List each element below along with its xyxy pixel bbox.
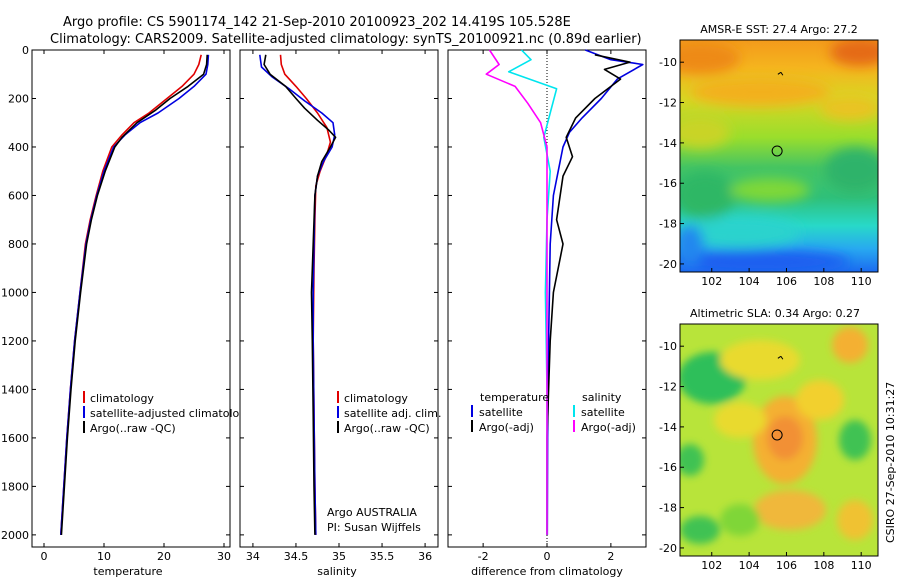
legend-satellite: satellite-adjusted climatology: [90, 407, 253, 420]
map-y-tick-label: -10: [659, 340, 677, 353]
figure-title-line1: Argo profile: CS 5901174_142 21-Sep-2010…: [63, 15, 571, 30]
map-x-tick-label: 108: [813, 559, 834, 572]
figure-title-line2: Climatology: CARS2009. Satellite-adjuste…: [50, 32, 642, 47]
map-y-tick-label: -20: [659, 542, 677, 555]
x-tick-label: 2: [607, 550, 614, 563]
map-x-tick-label: 110: [851, 275, 872, 288]
map-y-tick-label: -18: [659, 218, 677, 231]
sla-map-ticks: 102 104 106 108 110 -10 -12 -14 -16 -18 -20: [659, 340, 872, 572]
legend-sal-satellite: satellite: [581, 406, 625, 419]
map-x-tick-label: 110: [851, 559, 872, 572]
map-x-tick-label: 104: [739, 559, 760, 572]
map-x-tick-label: 106: [776, 275, 797, 288]
sst-map-frame: [679, 39, 879, 273]
sst-map-panel: AMSR-E SST: 27.4 Argo: 27.2 102 104 106 108…: [659, 23, 879, 288]
legend-heading-salinity: salinity: [582, 391, 622, 404]
y-tick-label: 0: [22, 44, 29, 57]
temperature-panel: 0 10 20 30 0 200 400 600 800 1000 1200 1400 1600 1800…: [1, 44, 253, 578]
annotation-pi: PI: Susan Wijffels: [327, 521, 421, 534]
legend-heading-temperature: temperature: [480, 391, 549, 404]
x-tick-label: 34: [246, 550, 260, 563]
map-y-tick-label: -12: [659, 381, 677, 394]
map-x-tick-label: 102: [701, 559, 722, 572]
map-y-tick-label: -14: [659, 137, 677, 150]
legend-argo: Argo(..raw -QC): [90, 422, 176, 435]
legend-satellite: satellite adj. clim.: [344, 407, 441, 420]
salinity-legend: climatology satellite adj. clim. Argo(..…: [337, 391, 441, 435]
x-tick-label: 30: [217, 550, 231, 563]
salinity-axes-box: [239, 49, 439, 548]
map-y-tick-label: -14: [659, 421, 677, 434]
y-tick-label: 400: [8, 141, 29, 154]
legend-temp-argo: Argo(-adj): [479, 421, 534, 434]
argo-position-marker: [771, 429, 783, 441]
temperature-ticks: 0 10 20 30 0 200 400 600 800 1000 1200 1400 1600 1800…: [1, 44, 231, 563]
series-line-temperature-argo-adj: [546, 54, 631, 535]
map-y-tick-label: -16: [659, 177, 677, 190]
map-x-tick-label: 108: [813, 275, 834, 288]
y-tick-label: 1600: [1, 432, 29, 445]
sla-map-panel: Altimetric SLA: 0.34 Argo: 0.27 102 104 10…: [659, 307, 879, 572]
legend-sal-argo: Argo(-adj): [581, 421, 636, 434]
difference-xlabel: difference from climatology: [471, 565, 623, 578]
map-y-tick-label: -16: [659, 461, 677, 474]
series-line-salinity-argo-adj: [485, 49, 548, 535]
argo-position-marker: [771, 145, 783, 157]
sla-map-title: Altimetric SLA: 0.34 Argo: 0.27: [690, 307, 860, 320]
difference-ticks: -2 0 2: [448, 49, 646, 563]
y-tick-label: 1000: [1, 286, 29, 299]
legend-argo: Argo(..raw -QC): [344, 422, 430, 435]
difference-legend-salinity: salinity satellite Argo(-adj): [573, 391, 636, 434]
y-tick-label: 1200: [1, 335, 29, 348]
salinity-series: [259, 54, 337, 535]
map-y-tick-label: -18: [659, 502, 677, 515]
trajectory-arrow-icon: [777, 355, 784, 360]
map-y-tick-label: -12: [659, 97, 677, 110]
y-tick-label: 2000: [1, 529, 29, 542]
x-tick-label: 0: [41, 550, 48, 563]
series-line-argo-raw-qc: [60, 54, 208, 535]
salinity-ticks: 34 34.5 35 35.5 36: [240, 49, 438, 563]
y-tick-label: 600: [8, 189, 29, 202]
map-x-tick-label: 104: [739, 275, 760, 288]
x-tick-label: 10: [97, 550, 111, 563]
salinity-panel: 34 34.5 35 35.5 36 salinity climatology sate…: [239, 49, 441, 578]
sla-map-frame: [679, 323, 879, 557]
map-x-tick-label: 102: [701, 275, 722, 288]
x-tick-label: 34.5: [284, 550, 309, 563]
difference-panel: -2 0 2 difference from climatology tempera…: [447, 49, 647, 578]
trajectory-arrow-icon: [777, 71, 784, 76]
x-tick-label: -2: [478, 550, 489, 563]
sst-map-title: AMSR-E SST: 27.4 Argo: 27.2: [700, 23, 858, 36]
map-x-tick-label: 106: [776, 559, 797, 572]
x-tick-label: 35: [332, 550, 346, 563]
series-line-argo-raw-qc: [263, 54, 337, 535]
y-tick-label: 800: [8, 238, 29, 251]
annotation-program: Argo AUSTRALIA: [327, 506, 417, 519]
sst-map-ticks: 102 104 106 108 110 -10 -12 -14 -16 -18 -20: [659, 56, 872, 288]
x-tick-label: 36: [418, 550, 432, 563]
difference-series: [485, 49, 644, 535]
x-tick-label: 35.5: [370, 550, 395, 563]
temperature-xlabel: temperature: [93, 565, 162, 578]
map-y-tick-label: -10: [659, 56, 677, 69]
temperature-series: [60, 54, 210, 535]
difference-legend-temperature: temperature satellite Argo(-adj): [471, 391, 549, 434]
footer-stamp: CSIRO 27-Sep-2010 10:31:27: [884, 382, 897, 543]
y-tick-label: 1800: [1, 480, 29, 493]
temperature-axes-box: [31, 49, 231, 548]
legend-climatology: climatology: [90, 392, 154, 405]
y-tick-label: 200: [8, 92, 29, 105]
temperature-legend: climatology satellite-adjusted climatolo…: [83, 391, 253, 435]
legend-climatology: climatology: [344, 392, 408, 405]
y-tick-label: 1400: [1, 383, 29, 396]
x-tick-label: 0: [544, 550, 551, 563]
map-y-tick-label: -20: [659, 258, 677, 271]
x-tick-label: 20: [157, 550, 171, 563]
salinity-xlabel: salinity: [317, 565, 357, 578]
legend-temp-satellite: satellite: [479, 406, 523, 419]
